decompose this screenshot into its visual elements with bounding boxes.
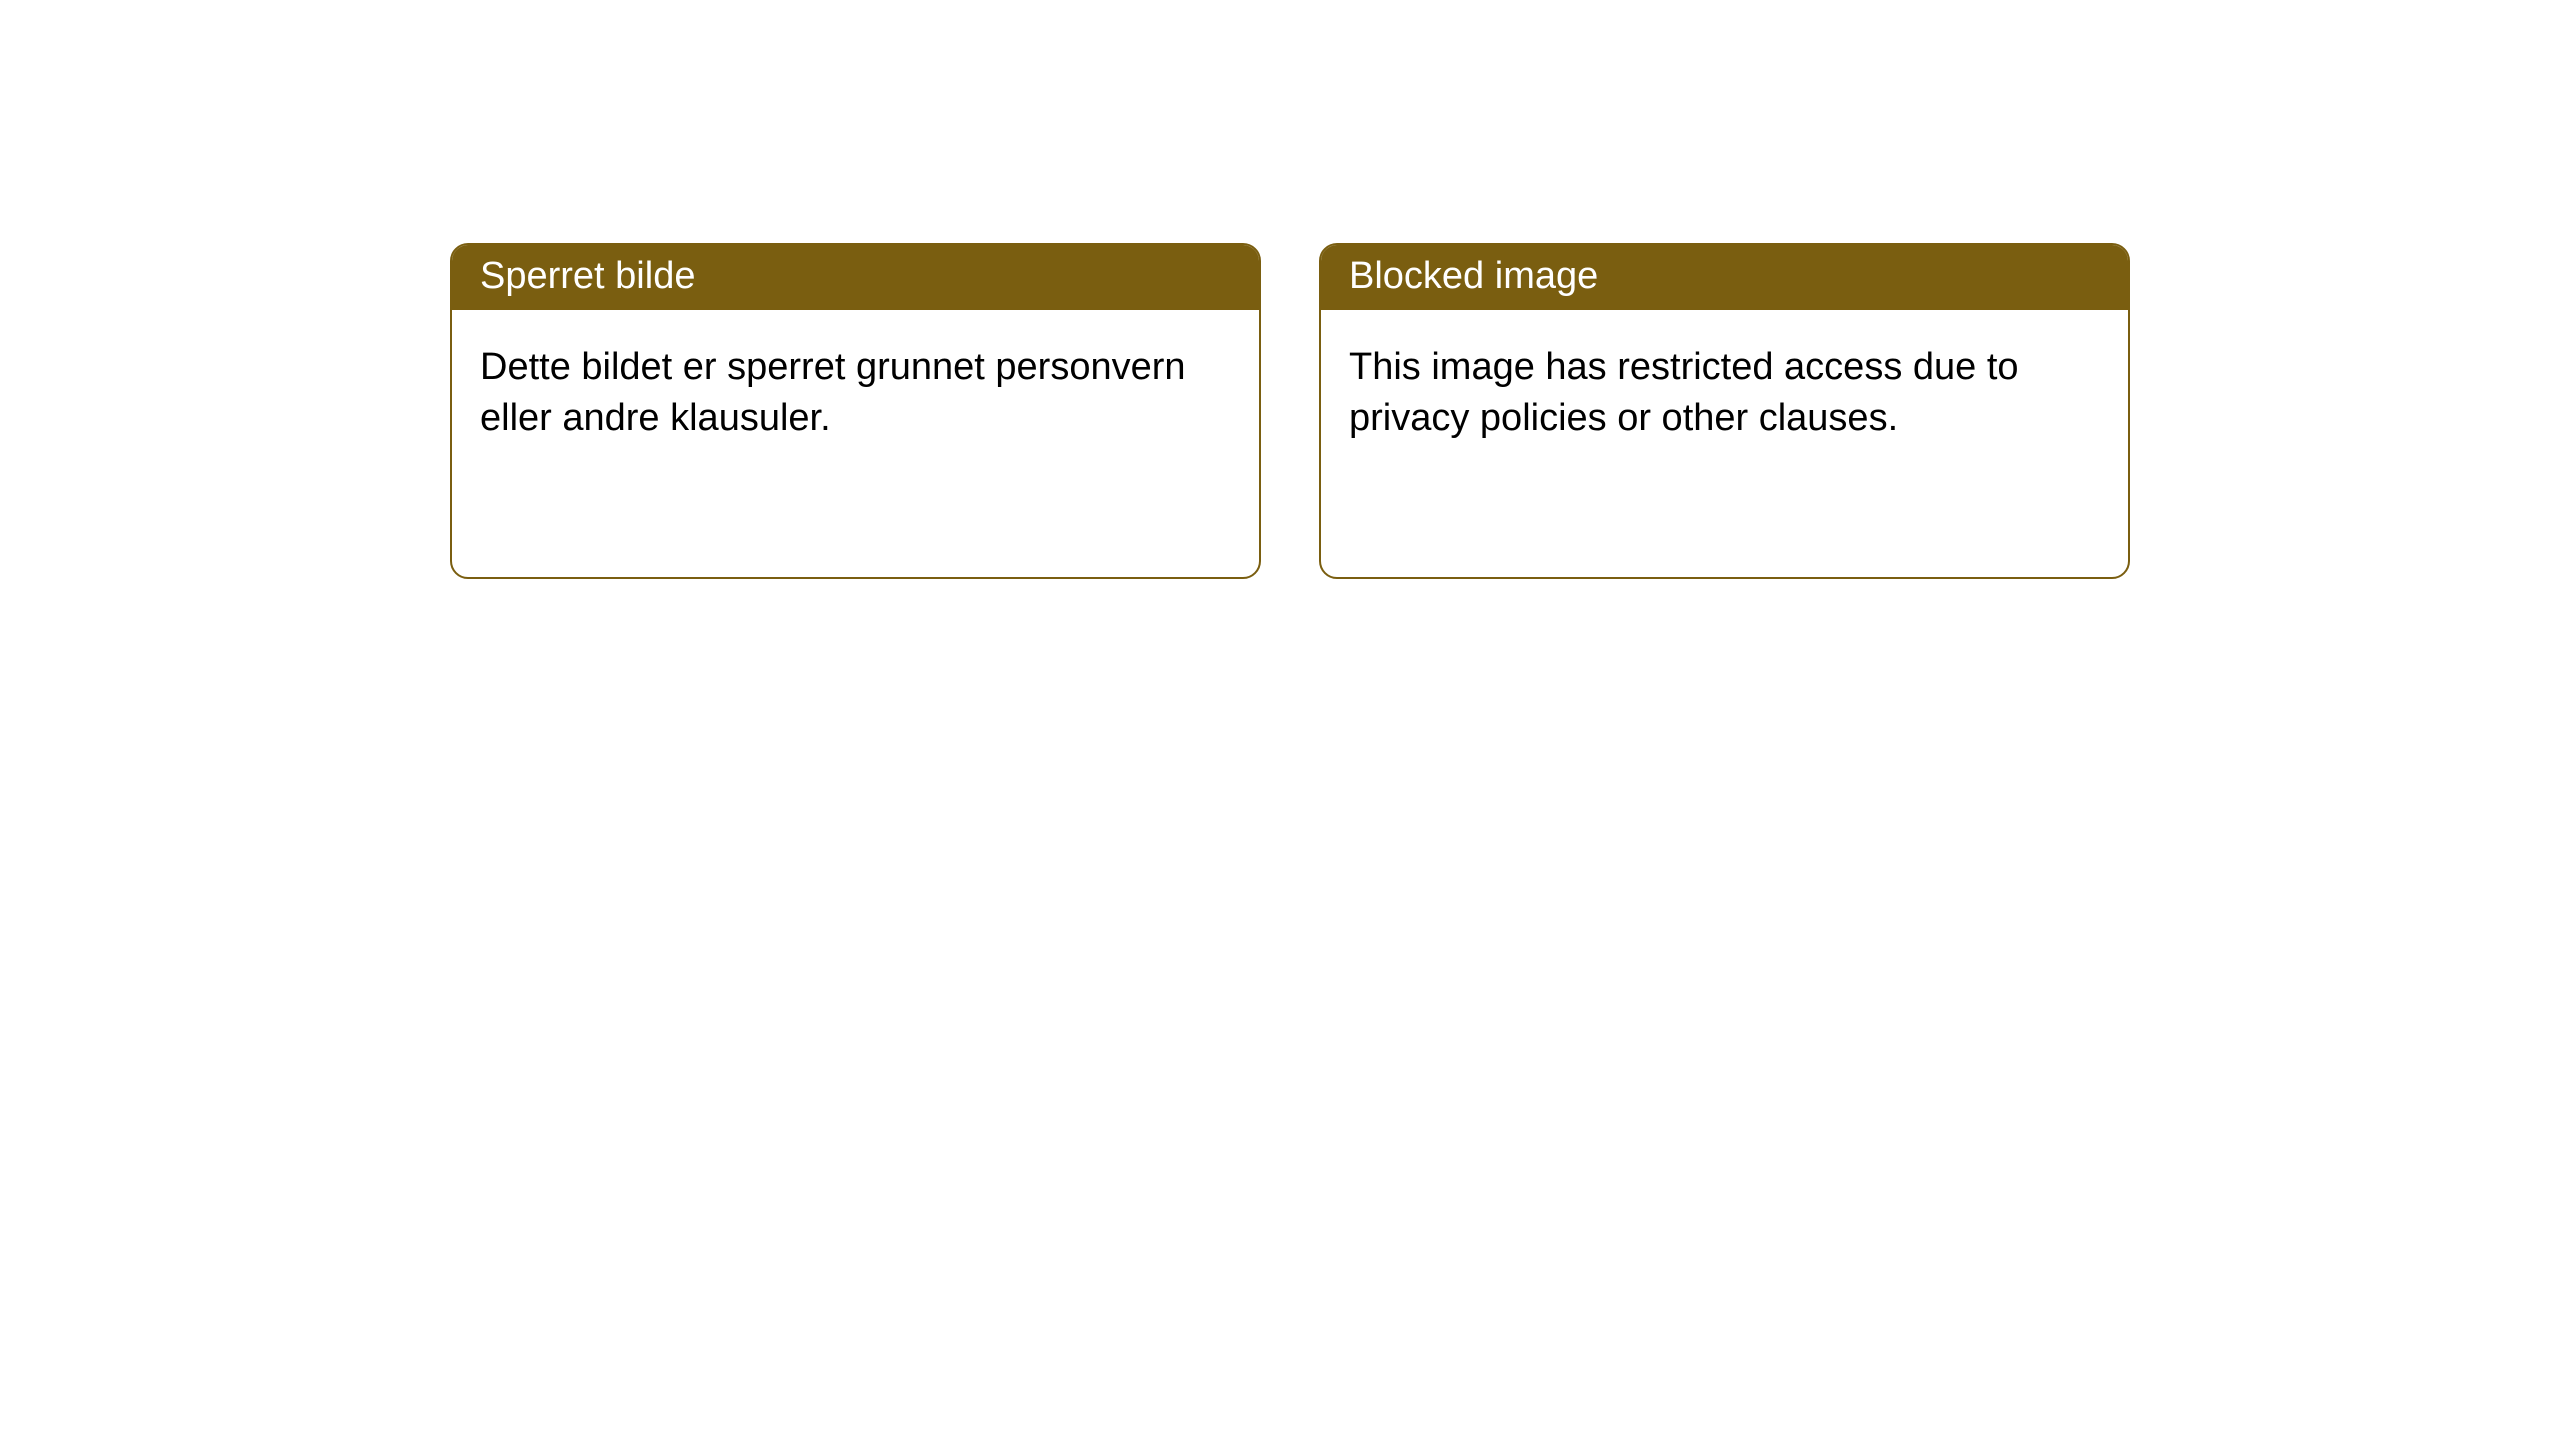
- card-body-english: This image has restricted access due to …: [1321, 310, 2128, 477]
- card-title-norwegian: Sperret bilde: [452, 245, 1259, 310]
- notice-card-norwegian: Sperret bilde Dette bildet er sperret gr…: [450, 243, 1261, 579]
- notice-cards-row: Sperret bilde Dette bildet er sperret gr…: [450, 243, 2130, 579]
- card-body-norwegian: Dette bildet er sperret grunnet personve…: [452, 310, 1259, 477]
- notice-card-english: Blocked image This image has restricted …: [1319, 243, 2130, 579]
- card-title-english: Blocked image: [1321, 245, 2128, 310]
